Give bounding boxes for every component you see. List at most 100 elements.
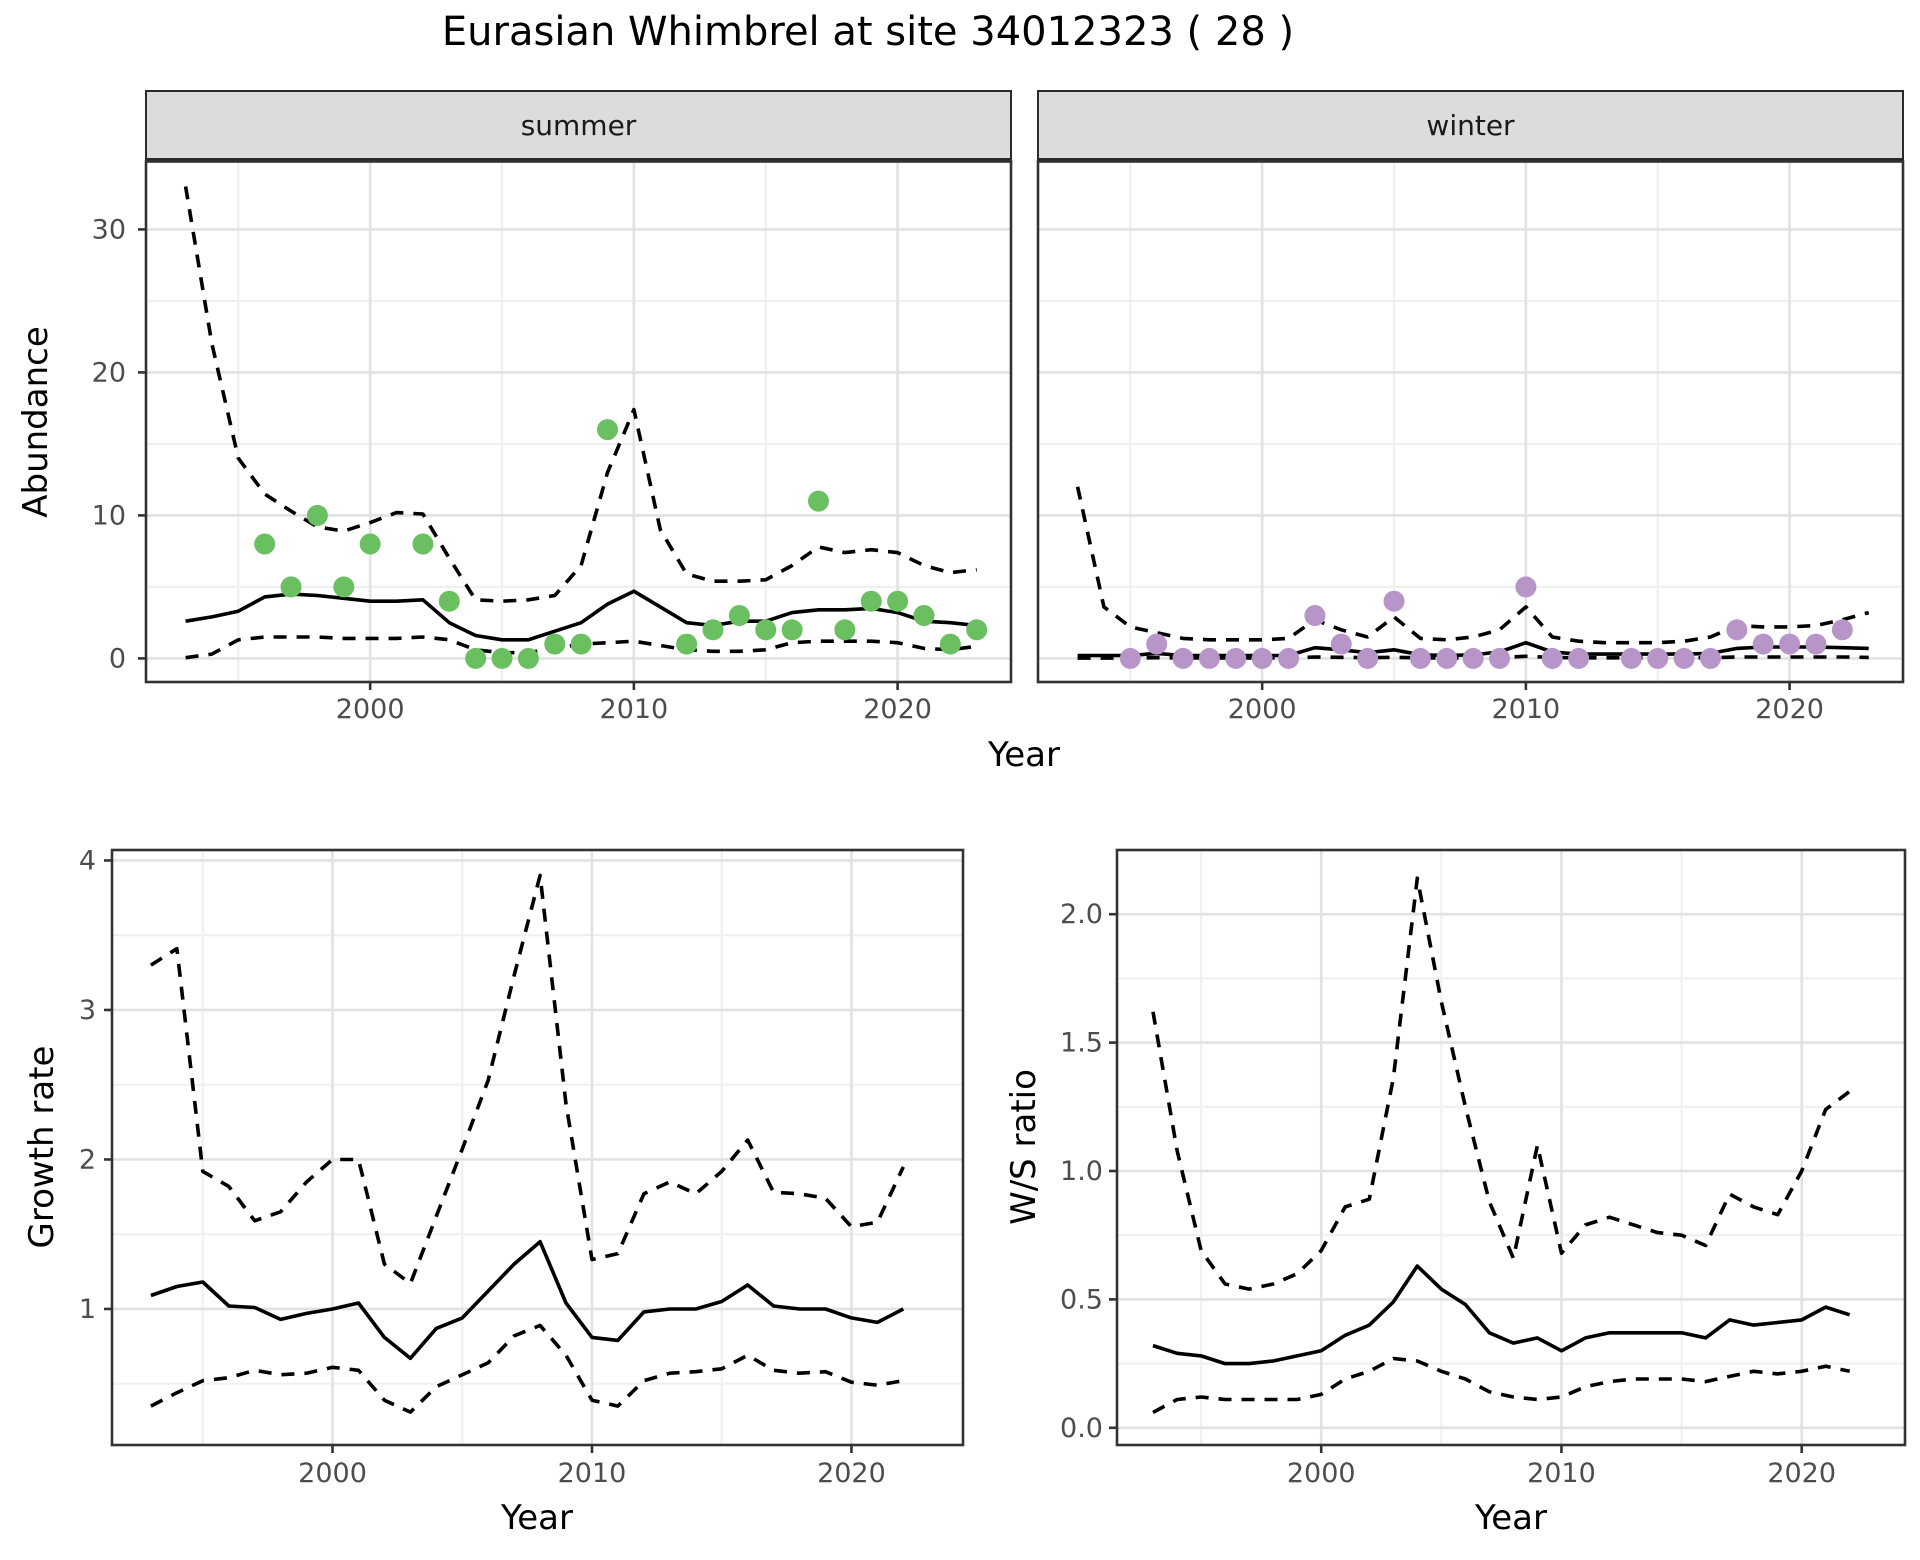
winter-data-point bbox=[1409, 647, 1431, 669]
summer-panel-border bbox=[144, 160, 1013, 684]
x-axis-tick-label: 2020 bbox=[1767, 1458, 1836, 1489]
winter-data-point bbox=[1831, 619, 1853, 641]
y-axis-tick-label: 30 bbox=[92, 214, 126, 245]
y-axis-tick-label: 10 bbox=[92, 500, 126, 531]
summer-data-point bbox=[966, 619, 988, 641]
x-axis-tick-label: 2010 bbox=[600, 694, 669, 725]
winter-data-point bbox=[1489, 647, 1511, 669]
ws-panel-background bbox=[1117, 850, 1905, 1445]
summer-data-point bbox=[517, 647, 539, 669]
summer-data-point bbox=[702, 619, 724, 641]
winter-data-point bbox=[1146, 633, 1168, 655]
summer-data-point bbox=[544, 633, 566, 655]
winter-data-point bbox=[1462, 647, 1484, 669]
x-axis-title-year-bottom-right: Year bbox=[1475, 1498, 1547, 1538]
summer-data-point bbox=[570, 633, 592, 655]
y-axis-tick-label: 0 bbox=[109, 643, 126, 674]
y-axis-tick-label: 0.5 bbox=[1060, 1284, 1103, 1315]
growth-panel-border bbox=[110, 848, 965, 1447]
winter-data-point bbox=[1383, 590, 1405, 612]
winter-data-point bbox=[1278, 647, 1300, 669]
winter-data-point bbox=[1568, 647, 1590, 669]
winter-data-point bbox=[1726, 619, 1748, 641]
winter-data-point bbox=[1805, 633, 1827, 655]
summer-data-point bbox=[412, 533, 434, 555]
ws-upper_ci-line bbox=[1151, 876, 1851, 1291]
summer-data-point bbox=[913, 605, 935, 627]
winter-data-point bbox=[1647, 647, 1669, 669]
summer-data-point bbox=[834, 619, 856, 641]
summer-data-point bbox=[781, 619, 803, 641]
x-axis-tick-label: 2000 bbox=[1287, 1458, 1356, 1489]
summer-data-point bbox=[728, 605, 750, 627]
winter-panel-background bbox=[1038, 161, 1903, 682]
y-axis-tick-label: 1.5 bbox=[1060, 1028, 1103, 1059]
winter-panel-border bbox=[1036, 160, 1905, 684]
summer-data-point bbox=[755, 619, 777, 641]
winter-data-point bbox=[1225, 647, 1247, 669]
x-axis-tick-label: 2010 bbox=[558, 1458, 627, 1489]
growth-upper_ci-line bbox=[149, 873, 905, 1286]
summer-data-point bbox=[280, 576, 302, 598]
winter-data-point bbox=[1779, 633, 1801, 655]
ws-panel-border bbox=[1115, 848, 1907, 1447]
y-axis-tick-label: 20 bbox=[92, 357, 126, 388]
y-axis-tick-label: 3 bbox=[79, 995, 96, 1026]
summer-data-point bbox=[860, 590, 882, 612]
summer-data-point bbox=[491, 647, 513, 669]
chart-title: Eurasian Whimbrel at site 34012323 ( 28 … bbox=[441, 9, 1295, 55]
x-axis-tick-label: 2020 bbox=[1755, 694, 1824, 725]
facet-strip-winter: winter bbox=[1037, 90, 1904, 161]
ws-lower_ci-line bbox=[1152, 1356, 1851, 1414]
winter-data-point bbox=[1752, 633, 1774, 655]
summer-data-point bbox=[359, 533, 381, 555]
x-axis-title-year-bottom-left: Year bbox=[501, 1498, 573, 1538]
summer-data-point bbox=[597, 419, 619, 441]
summer-data-point bbox=[807, 490, 829, 512]
winter-data-point bbox=[1699, 647, 1721, 669]
summer-data-point bbox=[887, 590, 909, 612]
winter-data-point bbox=[1357, 647, 1379, 669]
winter-data-point bbox=[1119, 647, 1141, 669]
y-axis-tick-label: 1 bbox=[79, 1294, 96, 1325]
winter-data-point bbox=[1620, 647, 1642, 669]
y-axis-tick-label: 1.0 bbox=[1060, 1156, 1103, 1187]
growth-mean-line bbox=[150, 1239, 905, 1361]
facet-strip-summer: summer bbox=[145, 90, 1012, 161]
winter-data-point bbox=[1541, 647, 1563, 669]
winter-data-point bbox=[1251, 647, 1273, 669]
x-axis-title-year-top: Year bbox=[988, 735, 1060, 775]
winter-data-point bbox=[1304, 605, 1326, 627]
winter-data-point bbox=[1172, 647, 1194, 669]
summer-upper_ci-line bbox=[183, 186, 977, 604]
y-axis-tick-label: 0.0 bbox=[1060, 1413, 1103, 1444]
summer-data-point bbox=[676, 633, 698, 655]
winter-data-point bbox=[1515, 576, 1537, 598]
facet-strip-summer-label: summer bbox=[520, 108, 637, 142]
summer-data-point bbox=[254, 533, 276, 555]
y-axis-tick-label: 2 bbox=[79, 1144, 96, 1175]
y-axis-tick-label: 2.0 bbox=[1060, 899, 1103, 930]
summer-data-point bbox=[465, 647, 487, 669]
facet-strip-winter-label: winter bbox=[1426, 108, 1515, 142]
x-axis-tick-label: 2000 bbox=[298, 1458, 367, 1489]
winter-data-point bbox=[1330, 633, 1352, 655]
y-axis-tick-label: 4 bbox=[79, 845, 96, 876]
summer-data-point bbox=[939, 633, 961, 655]
x-axis-tick-label: 2020 bbox=[817, 1458, 886, 1489]
growth-lower_ci-line bbox=[150, 1323, 904, 1414]
growth-panel-background bbox=[112, 850, 963, 1445]
x-axis-tick-label: 2010 bbox=[1527, 1458, 1596, 1489]
x-axis-tick-label: 2010 bbox=[1492, 694, 1561, 725]
winter-data-point bbox=[1198, 647, 1220, 669]
summer-mean-line bbox=[185, 589, 977, 642]
summer-data-point bbox=[438, 590, 460, 612]
summer-data-point bbox=[306, 504, 328, 526]
x-axis-tick-label: 2000 bbox=[336, 694, 405, 725]
summer-data-point bbox=[333, 576, 355, 598]
x-axis-tick-label: 2000 bbox=[1228, 694, 1297, 725]
ws-mean-line bbox=[1152, 1264, 1851, 1366]
winter-data-point bbox=[1673, 647, 1695, 669]
winter-data-point bbox=[1436, 647, 1458, 669]
